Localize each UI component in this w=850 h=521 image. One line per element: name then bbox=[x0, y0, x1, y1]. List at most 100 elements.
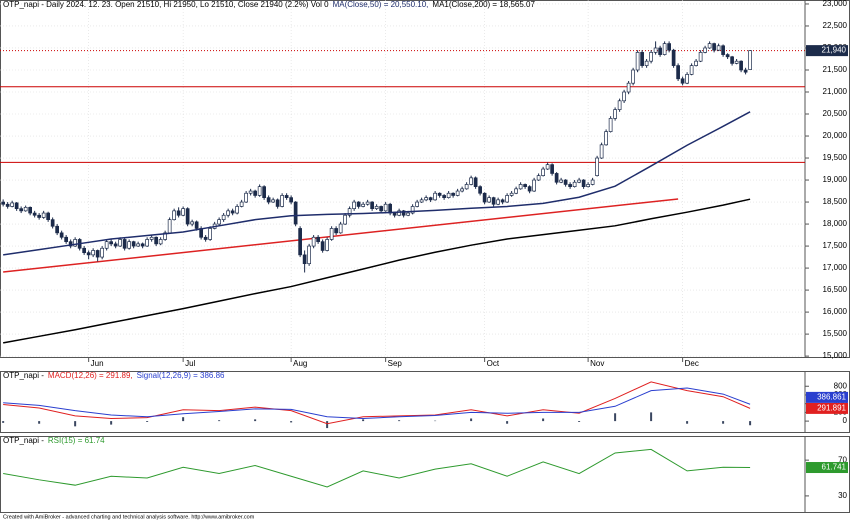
title-text: OTP_napi - bbox=[3, 436, 44, 445]
candle-body bbox=[527, 186, 532, 192]
panel-title: OTP_napi - Daily 2024. 12. 23. Open 2151… bbox=[3, 0, 535, 9]
y-tick-label: 16,500 bbox=[823, 285, 848, 294]
candle-body bbox=[325, 239, 329, 251]
candle-body bbox=[617, 100, 622, 110]
candle-body bbox=[100, 247, 104, 258]
candle-body bbox=[275, 199, 280, 207]
candle-body bbox=[383, 203, 388, 212]
candle-body bbox=[658, 47, 662, 55]
x-tick-label: Jul bbox=[185, 359, 195, 368]
candle-body bbox=[334, 228, 338, 234]
candle-body bbox=[532, 179, 536, 192]
histogram-bar bbox=[110, 421, 113, 425]
candle-body bbox=[10, 202, 14, 207]
candle-body bbox=[410, 206, 415, 214]
candle-body bbox=[428, 197, 433, 201]
candle-body bbox=[523, 184, 527, 187]
y-tick-label: 800 bbox=[834, 381, 848, 390]
series-label: MA(Close,50) = 20,550.10, bbox=[333, 0, 429, 9]
histogram-bar bbox=[74, 421, 77, 427]
candle-body bbox=[32, 212, 37, 216]
candle-body bbox=[455, 190, 460, 196]
candle-body bbox=[167, 219, 172, 234]
candle-body bbox=[118, 239, 122, 247]
candle-body bbox=[113, 243, 118, 247]
y-tick-label: 19,000 bbox=[823, 175, 848, 184]
histogram-bar bbox=[2, 421, 5, 423]
candle-body bbox=[343, 214, 347, 225]
series-label: MACD(12,26) = 291.89, bbox=[48, 371, 133, 380]
candle-body bbox=[307, 245, 311, 265]
candle-body bbox=[586, 184, 590, 187]
candle-body bbox=[208, 228, 212, 240]
candle-body bbox=[622, 91, 626, 102]
histogram-bar bbox=[290, 421, 293, 423]
series-line bbox=[3, 198, 751, 344]
candle-body bbox=[226, 210, 230, 216]
candle-body bbox=[338, 223, 343, 234]
y-tick-label: 30 bbox=[838, 491, 847, 500]
candle-body bbox=[680, 78, 685, 84]
candle-body bbox=[577, 179, 581, 183]
candle-body bbox=[46, 212, 50, 221]
y-tick-label: 17,000 bbox=[823, 263, 848, 272]
candle-body bbox=[631, 69, 635, 84]
candle-body bbox=[289, 197, 293, 203]
title-text: OTP_napi - bbox=[3, 371, 44, 380]
candle-body bbox=[644, 60, 649, 66]
histogram-bar bbox=[686, 421, 689, 424]
candle-body bbox=[712, 43, 716, 51]
candle-body bbox=[122, 239, 127, 249]
candle-body bbox=[667, 43, 671, 51]
candle-body bbox=[374, 206, 379, 210]
y-tick-label: 15,000 bbox=[823, 351, 848, 360]
candle-body bbox=[613, 109, 617, 119]
histogram-bar bbox=[614, 413, 617, 422]
value-box bbox=[806, 402, 848, 414]
candle-body bbox=[379, 206, 383, 212]
candle-body bbox=[640, 52, 644, 66]
candle-body bbox=[284, 195, 289, 198]
y-tick-label: 19,500 bbox=[823, 153, 848, 162]
histogram-bar bbox=[506, 421, 509, 424]
histogram-bar bbox=[722, 421, 725, 424]
candle-body bbox=[514, 188, 518, 194]
candle-body bbox=[662, 43, 667, 55]
x-tick-label: Aug bbox=[293, 359, 307, 368]
y-tick-label: 17,500 bbox=[823, 241, 848, 250]
candle-body bbox=[221, 214, 226, 221]
y-tick-label: 18,500 bbox=[823, 197, 848, 206]
candle-body bbox=[451, 192, 455, 196]
candle-body bbox=[64, 236, 68, 243]
series-line bbox=[3, 448, 751, 488]
candle-body bbox=[244, 192, 248, 203]
candle-body bbox=[73, 239, 77, 247]
candle-body bbox=[536, 175, 541, 181]
histogram-bar bbox=[650, 412, 653, 422]
candle-body bbox=[478, 186, 482, 194]
candle-body bbox=[572, 181, 577, 187]
candle-body bbox=[419, 199, 424, 203]
candle-body bbox=[329, 228, 334, 240]
x-tick-label: Sep bbox=[388, 359, 403, 368]
candle-body bbox=[266, 197, 271, 203]
candle-body bbox=[685, 74, 689, 84]
histogram-bar bbox=[749, 421, 752, 426]
series-label: Signal(12,26,9) = 386.86 bbox=[137, 371, 225, 380]
candle-body bbox=[145, 239, 149, 247]
y-tick-label: 15,500 bbox=[823, 329, 848, 338]
candle-body bbox=[5, 203, 10, 207]
value-box-label: 291.891 bbox=[817, 403, 846, 412]
candle-body bbox=[595, 157, 599, 176]
candle-body bbox=[698, 52, 703, 62]
candle-body bbox=[563, 179, 568, 185]
value-box-label: 386.861 bbox=[817, 392, 846, 401]
candle-body bbox=[19, 208, 23, 212]
candle-body bbox=[28, 206, 32, 214]
candle-body bbox=[716, 45, 721, 51]
candle-body bbox=[158, 239, 163, 245]
candle-body bbox=[365, 201, 370, 205]
candle-body bbox=[370, 201, 374, 210]
